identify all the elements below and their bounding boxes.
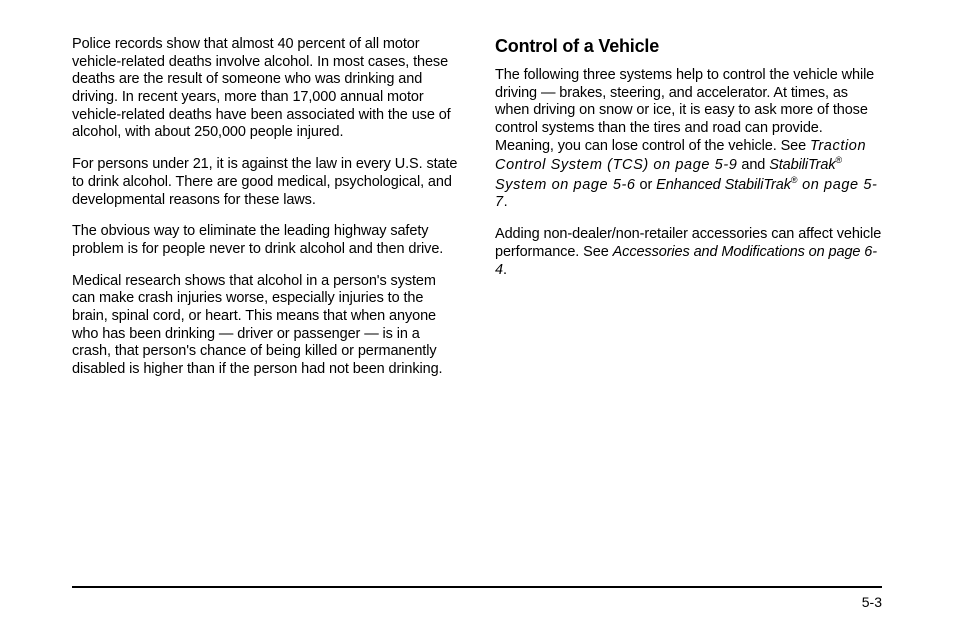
para-under21: For persons under 21, it is against the …	[72, 156, 459, 209]
text-segment: .	[504, 194, 508, 210]
para-alcohol-stats: Police records show that almost 40 perce…	[72, 36, 459, 142]
registered-icon: ®	[836, 155, 843, 165]
text-segment: .	[503, 262, 507, 278]
right-column: Control of a Vehicle The following three…	[495, 36, 882, 393]
para-accessories: Adding non-dealer/non-retailer accessori…	[495, 226, 882, 279]
ref-text: System on page 5-6	[495, 177, 636, 193]
ref-text: StabiliTrak	[769, 157, 835, 173]
footer-rule	[72, 586, 882, 588]
page-number: 5-3	[862, 594, 882, 610]
ref-text: Enhanced StabiliTrak	[656, 177, 791, 193]
para-medical-research: Medical research shows that alcohol in a…	[72, 273, 459, 379]
text-segment: and	[737, 157, 769, 173]
para-control-systems: The following three systems help to cont…	[495, 67, 882, 212]
page-content: Police records show that almost 40 perce…	[0, 0, 954, 393]
para-obvious-way: The obvious way to eliminate the leading…	[72, 223, 459, 258]
heading-control: Control of a Vehicle	[495, 36, 882, 57]
text-segment: or	[636, 177, 657, 193]
left-column: Police records show that almost 40 perce…	[72, 36, 459, 393]
